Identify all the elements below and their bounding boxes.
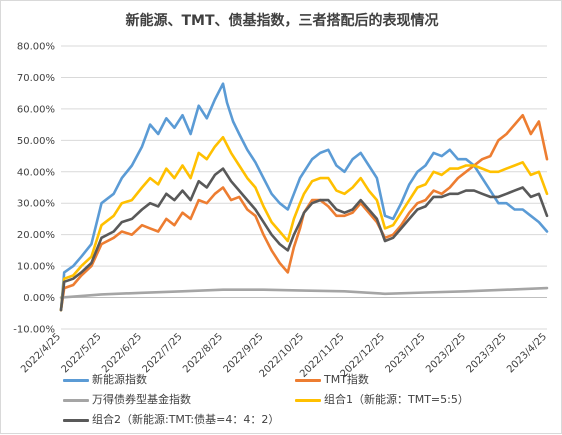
y-tick-label: 50.00% [17,136,55,147]
x-tick-label: 2022/9/25 [222,331,266,375]
y-tick-label: 60.00% [17,104,55,115]
x-tick-label: 2023/2/25 [424,331,468,375]
legend-item-5: 组合2（新能源:TMT:债基=4：4：2） [63,411,279,427]
legend-label: 新能源指数 [92,373,147,386]
legend-label: TMT指数 [324,373,369,386]
legend-label: 组合1（新能源：TMT=5:5） [324,393,469,406]
chart-title: 新能源、TMT、债基指数，三者搭配后的表现情况 [125,13,439,29]
legend-swatch [295,398,321,402]
series-line-5 [59,167,549,312]
legend-swatch [295,378,321,382]
x-tick-label: 2022/5/25 [60,331,104,375]
x-tick-label: 2022/7/25 [141,331,185,375]
y-tick-label: -10.00% [13,325,55,336]
legend-item-4: 组合1（新能源：TMT=5:5） [295,391,469,407]
legend-swatch [63,418,89,422]
series-line-3 [59,286,549,299]
y-tick-label: 10.00% [17,262,55,273]
legend-item-2: TMT指数 [295,371,369,387]
legend-item-1: 新能源指数 [63,371,147,387]
legend-label: 万得债券型基金指数 [92,393,191,406]
legend-item-3: 万得债券型基金指数 [63,391,191,407]
x-tick-label: 2022/8/25 [181,331,225,375]
x-tick-label: 2023/3/25 [465,331,509,375]
legend-label: 组合2（新能源:TMT:债基=4：4：2） [92,413,280,426]
y-tick-label: 70.00% [17,73,55,84]
x-tick-label: 2023/4/25 [505,331,549,375]
legend-swatch [63,398,89,402]
x-tick-label: 2023/1/25 [384,331,428,375]
y-tick-label: 40.00% [17,167,55,178]
series-line-4 [59,135,549,312]
y-tick-label: 30.00% [17,199,55,210]
legend-swatch [63,378,89,382]
y-tick-label: 80.00% [17,42,55,53]
series-line-1 [59,82,549,312]
y-tick-label: 20.00% [17,230,55,241]
x-tick-label: 2022/4/25 [19,331,63,375]
y-tick-label: 0.00% [23,293,55,304]
x-tick-label: 2022/6/25 [100,331,144,375]
